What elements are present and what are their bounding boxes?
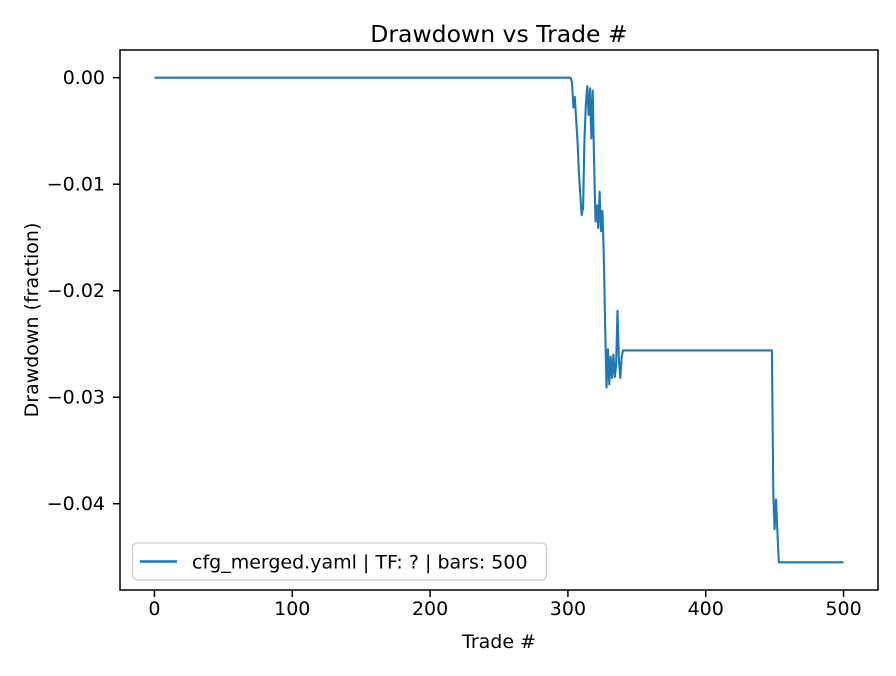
y-axis-label: Drawdown (fraction) [21,223,43,418]
chart-title: Drawdown vs Trade # [370,20,627,48]
x-tick-label: 0 [148,598,160,620]
y-tick-label: −0.04 [47,493,105,515]
x-tick-label: 500 [825,598,861,620]
drawdown-line [154,76,844,564]
x-tick-label: 400 [688,598,724,620]
x-axis-ticks: 0 100 200 300 400 500 [148,590,862,620]
legend: cfg_merged.yaml | TF: ? | bars: 500 [131,542,548,581]
y-tick-label: 0.00 [63,67,105,89]
legend-label: cfg_merged.yaml | TF: ? | bars: 500 [192,552,528,574]
y-tick-label: −0.03 [47,387,105,409]
legend-box [131,542,548,581]
x-tick-label: 100 [274,598,310,620]
y-tick-label: −0.02 [47,280,105,302]
y-tick-label: −0.01 [47,174,105,196]
y-axis-ticks: 0.00 −0.01 −0.02 −0.03 −0.04 [47,67,120,515]
x-axis-label: Trade # [461,631,536,653]
x-tick-label: 200 [412,598,448,620]
axes-frame [119,49,879,591]
x-tick-label: 300 [550,598,586,620]
